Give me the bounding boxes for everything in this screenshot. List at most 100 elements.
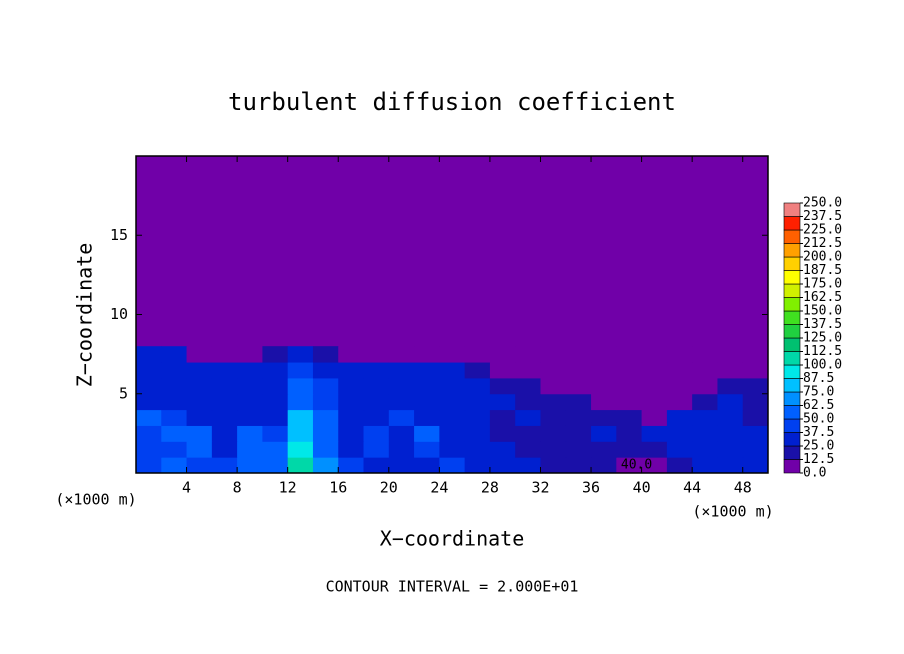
colorbar-label: 237.5 <box>803 209 842 224</box>
field-cell <box>161 441 188 458</box>
field-cell <box>666 425 693 442</box>
field-cell <box>641 362 668 379</box>
field-cell <box>565 346 592 363</box>
field-cell <box>262 362 289 379</box>
field-cell <box>338 377 365 395</box>
y-tick-label: 10 <box>110 305 128 323</box>
x-tick-label: 32 <box>531 479 549 497</box>
colorbar-label: 100.0 <box>803 358 842 373</box>
field-cell <box>237 362 263 379</box>
field-cell <box>565 409 592 426</box>
field-cell <box>287 441 314 458</box>
field-cell <box>616 393 643 411</box>
field-cell <box>338 362 365 379</box>
colorbar-label: 12.5 <box>803 452 834 467</box>
field-cell <box>312 362 339 379</box>
field-cell <box>641 441 668 458</box>
field-cell <box>742 441 769 458</box>
field-cell <box>540 393 567 411</box>
field-cell <box>363 425 390 442</box>
field-cell <box>717 393 744 411</box>
field-cell <box>136 393 162 411</box>
field-cell <box>414 377 440 395</box>
field-cell <box>136 441 162 458</box>
field-cell <box>262 457 289 474</box>
colorbar-segment <box>783 243 801 258</box>
field-cell <box>742 409 769 426</box>
field-cell <box>692 425 718 442</box>
field-cell <box>186 393 213 411</box>
x-tick-label: 12 <box>279 479 297 497</box>
field-cell <box>515 425 541 442</box>
field-cell <box>717 425 744 442</box>
field-cell <box>565 441 592 458</box>
x-tick-label: 48 <box>734 479 752 497</box>
field-cell <box>515 409 541 426</box>
field-cell <box>540 441 567 458</box>
field-cell <box>540 409 567 426</box>
field-cell <box>186 441 213 458</box>
field-cell <box>717 457 744 474</box>
field-cell <box>237 393 263 411</box>
field-cell <box>388 346 415 363</box>
field-cell <box>161 346 188 363</box>
field-cell <box>666 441 693 458</box>
field-cell <box>464 377 491 395</box>
field-cell <box>591 377 617 395</box>
field-cell <box>338 409 365 426</box>
field-cell <box>591 362 617 379</box>
colorbar-segment <box>783 445 801 460</box>
field-cell <box>211 409 238 426</box>
field-cell <box>312 377 339 395</box>
field-cell <box>717 441 744 458</box>
field-cell <box>439 362 466 379</box>
field-cell <box>388 377 415 395</box>
colorbar-segment <box>783 310 801 325</box>
field-cell <box>237 457 263 474</box>
colorbar-label: 50.0 <box>803 412 834 427</box>
field-cell <box>616 362 643 379</box>
field-cell <box>439 377 466 395</box>
field-cell <box>515 457 541 474</box>
field-cell <box>616 425 643 442</box>
field-cell <box>591 393 617 411</box>
field-cell <box>464 409 491 426</box>
field-cell <box>136 362 162 379</box>
x-tick-label: 8 <box>233 479 242 497</box>
field-cell <box>161 393 188 411</box>
chart-title: turbulent diffusion coefficient <box>228 88 676 116</box>
field-cell <box>363 441 390 458</box>
field-cell <box>186 346 213 363</box>
x-tick-label: 40 <box>633 479 651 497</box>
field-cell <box>161 425 188 442</box>
colorbar-label: 37.5 <box>803 425 834 440</box>
field-cell <box>439 409 466 426</box>
field-cell <box>742 377 769 395</box>
field-cell <box>692 346 718 363</box>
colorbar-label: 0.0 <box>803 466 826 481</box>
field-cell <box>717 377 744 395</box>
field-cell <box>540 425 567 442</box>
field-cell <box>692 457 718 474</box>
field-cell <box>742 425 769 442</box>
field-cell <box>287 362 314 379</box>
field-cell <box>591 346 617 363</box>
colorbar-label: 175.0 <box>803 277 842 292</box>
colorbar-segment <box>783 391 801 406</box>
field-cell <box>388 457 415 474</box>
field-cell <box>211 377 238 395</box>
colorbar-segment <box>783 432 801 447</box>
field-cell <box>439 457 466 474</box>
colorbar-label: 225.0 <box>803 223 842 238</box>
field-cell <box>161 377 188 395</box>
field-cell <box>591 425 617 442</box>
colorbar-label: 212.5 <box>803 236 842 251</box>
colorbar-label: 125.0 <box>803 331 842 346</box>
field-cell <box>489 346 516 363</box>
colorbar-segment <box>783 270 801 285</box>
field-cell <box>489 457 516 474</box>
field-cell <box>439 425 466 442</box>
colorbar-label: 75.0 <box>803 385 834 400</box>
field-cell <box>388 362 415 379</box>
field-cell <box>237 346 263 363</box>
